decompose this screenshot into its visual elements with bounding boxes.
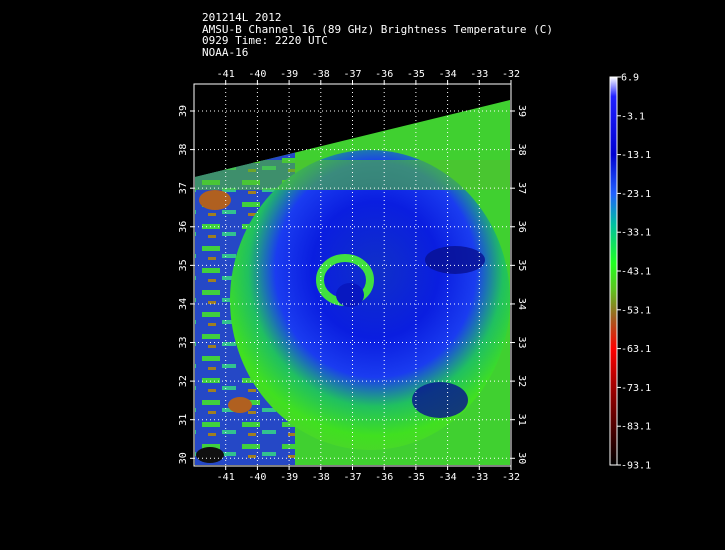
lon-tick-label-bottom: -38 — [312, 472, 330, 483]
lat-tick-label-right: 33 — [516, 337, 527, 349]
lat-tick-label-left: 38 — [178, 144, 189, 156]
lon-tick-label-bottom: -39 — [280, 472, 298, 483]
colorbar-label: -53.1 — [621, 305, 651, 316]
axis-tick-labels: -41 -41 -40 -40 -39 -39 -38 -38 -37 -37 -36 -36 -35 -… — [178, 69, 527, 483]
lon-tick-label-top: -38 — [312, 69, 330, 80]
colorbar-label: -63.1 — [621, 344, 651, 355]
lon-tick-label-top: -41 — [217, 69, 235, 80]
lat-tick-label-left: 30 — [178, 452, 189, 464]
colorbar-label: -33.1 — [621, 228, 651, 239]
lat-tick-label-left: 36 — [178, 221, 189, 233]
time-line: 0929 Time: 2220 UTC — [202, 34, 328, 47]
lon-tick-label-top: -35 — [407, 69, 425, 80]
lon-tick-label-bottom: -37 — [343, 472, 361, 483]
lat-tick-label-left: 34 — [178, 298, 189, 310]
colorbar-label: -23.1 — [621, 189, 651, 200]
lat-tick-label-left: 35 — [178, 259, 189, 271]
colorbar-label: -83.1 — [621, 422, 651, 433]
colorbar — [609, 76, 618, 466]
lon-tick-label-bottom: -32 — [502, 472, 520, 483]
colorbar-label: -13.1 — [621, 150, 651, 161]
lat-tick-label-right: 39 — [516, 105, 527, 117]
lon-tick-label-top: -32 — [502, 69, 520, 80]
lat-tick-label-left: 33 — [178, 337, 189, 349]
storm-id-line: 201214L 2012 — [202, 11, 282, 24]
lon-tick-label-bottom: -35 — [407, 472, 425, 483]
lat-tick-label-right: 37 — [516, 182, 527, 194]
lat-tick-label-left: 32 — [178, 375, 189, 387]
satellite-line: NOAA-16 — [202, 45, 249, 59]
lon-tick-label-bottom: -41 — [217, 472, 235, 483]
lat-tick-label-right: 35 — [516, 259, 527, 271]
colorbar-label: 6.9 — [621, 73, 639, 84]
lat-tick-label-left: 39 — [178, 105, 189, 117]
colorbar-label: -43.1 — [621, 267, 651, 278]
lat-tick-label-left: 37 — [178, 182, 189, 194]
lat-tick-label-right: 30 — [516, 452, 527, 464]
lon-tick-label-top: -40 — [248, 69, 266, 80]
colorbar-label: -3.1 — [621, 111, 645, 122]
lat-tick-label-left: 31 — [178, 414, 189, 426]
lon-tick-label-top: -33 — [470, 69, 488, 80]
lon-tick-label-bottom: -36 — [375, 472, 393, 483]
colorbar-label: -73.1 — [621, 383, 651, 394]
colorbar-labels: 6.9 -3.1 -13.1 -23.1 -33.1 -43.1 -53.1 -63.1 -73… — [617, 73, 651, 472]
lon-tick-label-top: -36 — [375, 69, 393, 80]
lon-tick-label-top: -34 — [439, 69, 457, 80]
lon-tick-label-top: -37 — [343, 69, 361, 80]
lat-tick-label-right: 32 — [516, 375, 527, 387]
lat-tick-label-right: 36 — [516, 221, 527, 233]
lon-tick-label-top: -39 — [280, 69, 298, 80]
lon-tick-label-bottom: -33 — [470, 472, 488, 483]
lon-tick-label-bottom: -40 — [248, 472, 266, 483]
colorbar-label: -93.1 — [621, 461, 651, 472]
lon-tick-label-bottom: -34 — [439, 472, 457, 483]
lat-lon-grid — [190, 80, 515, 470]
lat-tick-label-right: 38 — [516, 144, 527, 156]
product-line: AMSU-B Channel 16 (89 GHz) Brightness Te… — [202, 22, 553, 36]
lat-tick-label-right: 31 — [516, 414, 527, 426]
lat-tick-label-right: 34 — [516, 298, 527, 310]
image-header: 201214L 2012 AMSU-B Channel 16 (89 GHz) B… — [202, 12, 553, 58]
